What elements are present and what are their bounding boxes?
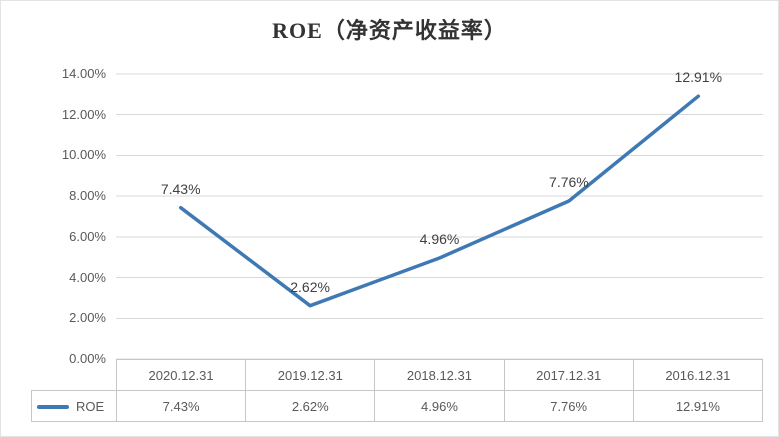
y-tick-label: 0.00% — [69, 351, 106, 366]
value-cell: 12.91% — [632, 390, 764, 422]
category-cell: 2018.12.31 — [374, 359, 505, 391]
y-tick-label: 10.00% — [61, 147, 106, 163]
data-table: 2020.12.31 2019.12.31 2018.12.31 2017.12… — [31, 359, 764, 422]
category-cell: 2019.12.31 — [245, 359, 376, 391]
value-cell: 7.76% — [503, 390, 634, 422]
table-row: 2020.12.31 2019.12.31 2018.12.31 2017.12… — [32, 359, 764, 391]
y-tick-label: 6.00% — [69, 228, 106, 244]
category-cell: 2017.12.31 — [503, 359, 634, 391]
y-tick-label: 8.00% — [69, 188, 106, 204]
legend-series-name: ROE — [76, 399, 105, 415]
plot-area — [116, 73, 763, 360]
data-label: 2.62% — [290, 278, 330, 295]
data-label: 12.91% — [674, 69, 723, 86]
value-cell: 4.96% — [374, 390, 505, 422]
category-cell: 2016.12.31 — [632, 359, 764, 391]
y-tick-label: 12.00% — [61, 106, 106, 122]
data-label: 7.43% — [160, 180, 201, 197]
data-label: 4.96% — [419, 231, 460, 248]
data-label: 7.76% — [549, 174, 589, 191]
legend-line-icon — [37, 404, 69, 409]
y-tick-label: 2.00% — [69, 310, 106, 326]
category-cell: 2020.12.31 — [115, 359, 247, 391]
table-row: ROE 7.43% 2.62% 4.96% 7.76% 12.91% — [31, 390, 764, 422]
value-cell: 2.62% — [245, 390, 376, 422]
legend-cell: ROE — [31, 390, 117, 422]
y-tick-label: 14.00% — [61, 66, 106, 81]
chart-title: ROE（净资产收益率） — [272, 18, 507, 43]
table-corner-cell — [32, 360, 117, 391]
value-cell: 7.43% — [115, 390, 247, 422]
y-tick-label: 4.00% — [69, 269, 106, 285]
